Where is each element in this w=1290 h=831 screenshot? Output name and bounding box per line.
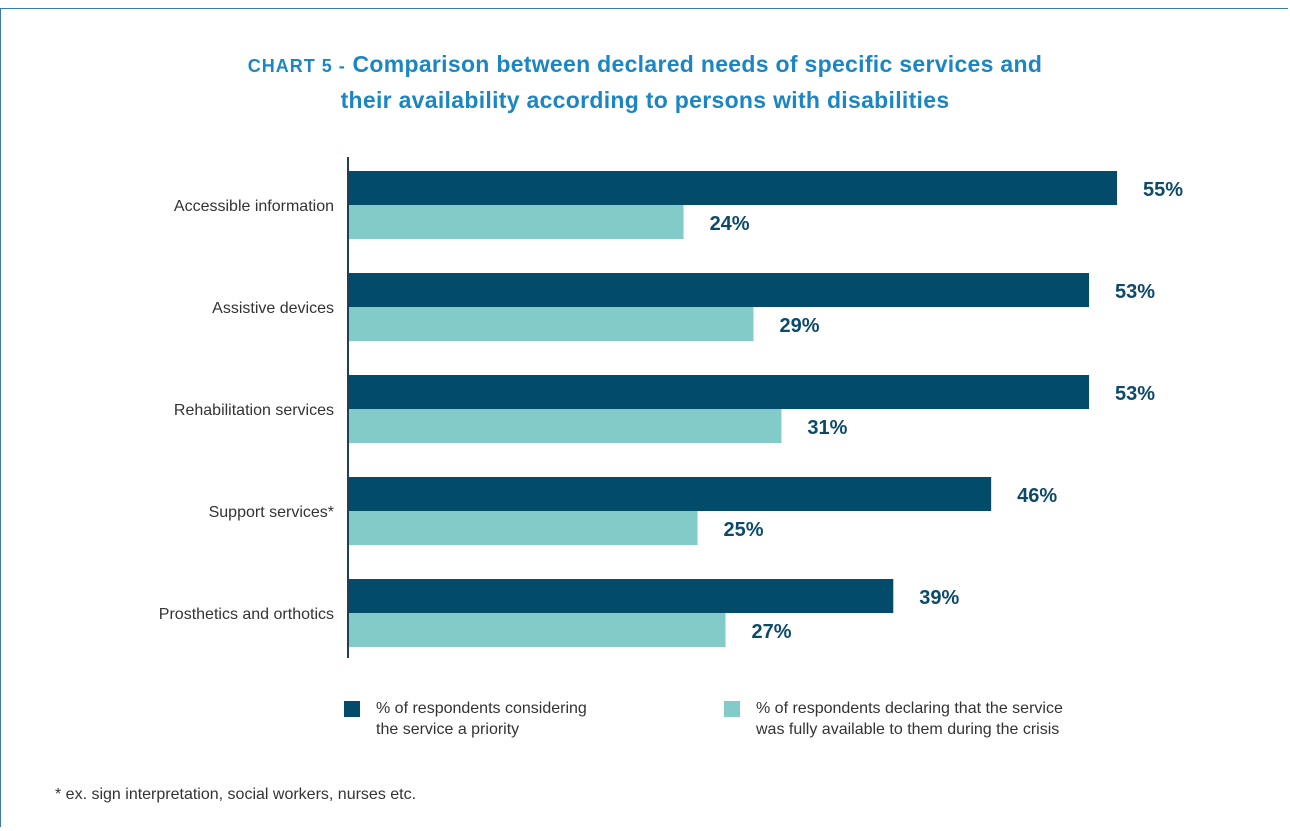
available-value-label-support-services: 25% xyxy=(724,519,764,541)
available-value-label-assistive-devices: 29% xyxy=(779,315,819,337)
legend-swatch-available xyxy=(724,701,740,717)
priority-bar-support-services xyxy=(348,477,992,511)
available-value-label-rehabilitation-services: 31% xyxy=(807,417,847,439)
available-value-label-prosthetics-and-orthotics: 27% xyxy=(752,621,792,643)
priority-value-label-rehabilitation-services: 53% xyxy=(1115,383,1155,405)
priority-value-label-support-services: 46% xyxy=(1017,485,1057,507)
category-label-support-services: Support services* xyxy=(209,504,334,521)
category-label-accessible-information: Accessible information xyxy=(174,198,334,215)
available-bar-rehabilitation-services xyxy=(348,409,782,443)
priority-value-label-prosthetics-and-orthotics: 39% xyxy=(919,587,959,609)
available-value-label-accessible-information: 24% xyxy=(710,213,750,235)
priority-bar-accessible-information xyxy=(348,171,1117,205)
priority-bar-assistive-devices xyxy=(348,273,1090,307)
legend-swatch-priority xyxy=(344,701,360,717)
legend-label-priority: % of respondents considering the service… xyxy=(376,698,587,740)
available-bar-prosthetics-and-orthotics xyxy=(348,613,726,647)
legend-item-priority: % of respondents considering the service… xyxy=(344,698,587,740)
legend-label-available-line-2: was fully available to them during the c… xyxy=(756,721,1060,738)
priority-bar-rehabilitation-services xyxy=(348,375,1090,409)
chart-title: CHART 5 - Comparison between declared ne… xyxy=(0,47,1290,117)
priority-value-label-accessible-information: 55% xyxy=(1143,179,1183,201)
category-label-prosthetics-and-orthotics: Prosthetics and orthotics xyxy=(159,606,334,623)
category-label-rehabilitation-services: Rehabilitation services xyxy=(174,402,334,419)
legend-label-priority-line-1: % of respondents considering xyxy=(376,700,587,717)
chart-title-line-2: their availability according to persons … xyxy=(340,87,950,113)
category-label-assistive-devices: Assistive devices xyxy=(212,300,334,317)
chart-title-text-1: Comparison between declared needs of spe… xyxy=(352,51,1043,77)
legend-label-available-line-1: % of respondents declaring that the serv… xyxy=(756,700,1063,717)
legend-label-priority-line-2: the service a priority xyxy=(376,721,520,738)
chart-title-line-1: CHART 5 - Comparison between declared ne… xyxy=(0,47,1290,83)
priority-bar-prosthetics-and-orthotics xyxy=(348,579,894,613)
available-bar-accessible-information xyxy=(348,205,684,239)
legend-item-available: % of respondents declaring that the serv… xyxy=(724,698,1063,740)
available-bar-assistive-devices xyxy=(348,307,754,341)
priority-value-label-assistive-devices: 53% xyxy=(1115,281,1155,303)
legend-label-available: % of respondents declaring that the serv… xyxy=(756,698,1063,740)
chart-frame xyxy=(0,8,1288,827)
footnote: * ex. sign interpretation, social worker… xyxy=(55,786,417,803)
available-bar-support-services xyxy=(348,511,698,545)
chart-title-prefix: CHART 5 - xyxy=(247,56,346,76)
